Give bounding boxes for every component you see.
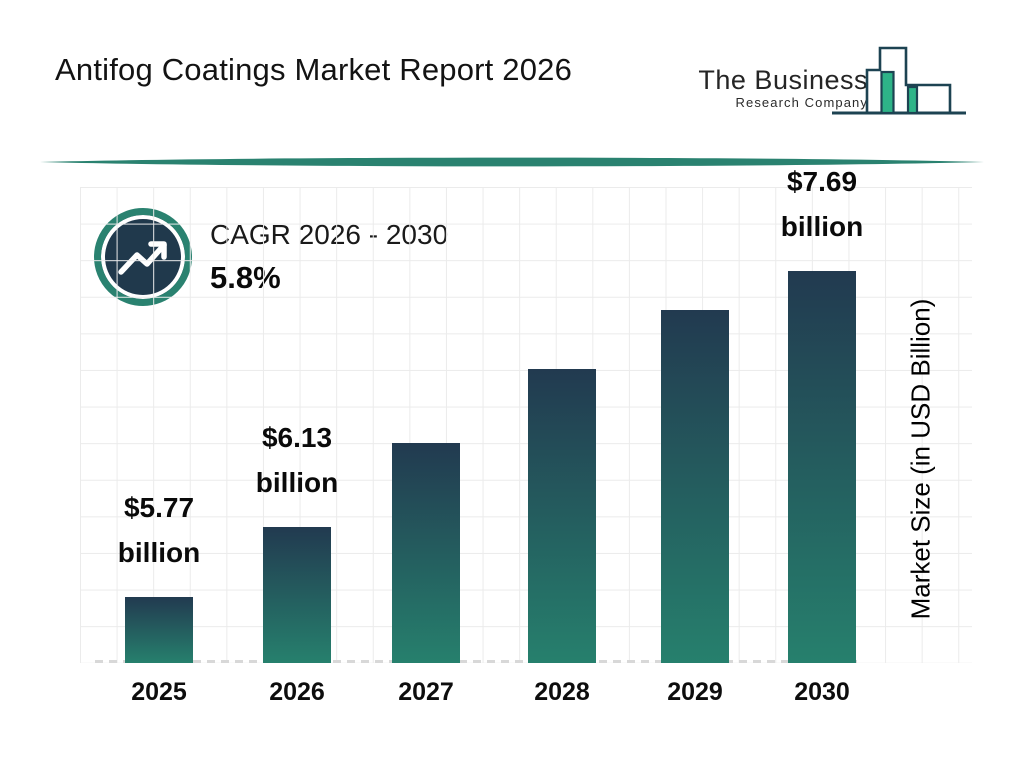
x-tick-2027: 2027: [398, 678, 454, 706]
x-axis: 2025 2026 2027 2028 2029 2030: [80, 678, 972, 708]
bar-2029: [661, 310, 729, 663]
x-tick-2030: 2030: [794, 678, 850, 706]
divider-line: [40, 157, 984, 167]
x-tick-2029: 2029: [667, 678, 723, 706]
page-title: Antifog Coatings Market Report 2026: [55, 52, 573, 87]
bar-value-label-2026: $6.13 billion: [255, 422, 339, 498]
logo-company-subname: Research Company: [735, 95, 868, 111]
logo-company-name: The Business: [698, 65, 868, 95]
bar-2026: [263, 527, 331, 663]
bar-2028: [528, 369, 596, 663]
bar-2027: [392, 443, 460, 663]
bar-value-label-2030: $7.69 billion: [780, 166, 864, 242]
x-tick-2026: 2026: [269, 678, 325, 706]
bar-2025: [125, 597, 193, 663]
y-axis-title: Market Size (in USD Billion): [905, 298, 936, 620]
logo-wordmark: The Business Research Company: [690, 66, 868, 110]
x-tick-2028: 2028: [534, 678, 590, 706]
bar-value-label-2025: $5.77 billion: [117, 492, 201, 568]
x-tick-2025: 2025: [131, 678, 187, 706]
logo-barchart-icon: [832, 46, 966, 115]
chart-baseline: [95, 660, 857, 663]
bar-chart: $5.77 billion $6.13 billion $7.69 billion: [80, 166, 972, 663]
bar-2030: [788, 271, 856, 663]
